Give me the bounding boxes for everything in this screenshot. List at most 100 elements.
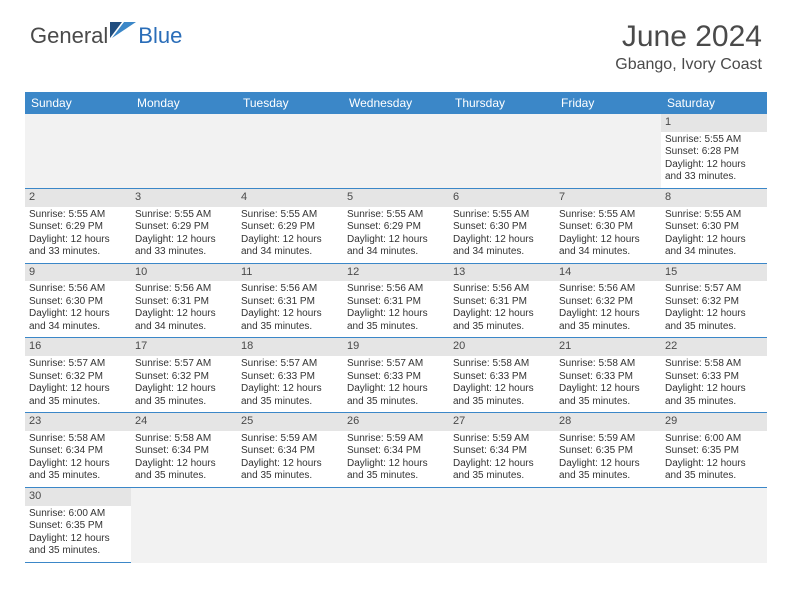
day-number: 22 [661,338,767,356]
week-row: 16Sunrise: 5:57 AMSunset: 6:32 PMDayligh… [25,338,767,413]
sunset-text: Sunset: 6:29 PM [241,221,339,234]
day-number: 27 [449,413,555,431]
sunset-text: Sunset: 6:33 PM [453,371,551,384]
daylight-text: Daylight: 12 hours and 35 minutes. [347,383,445,408]
day-number: 25 [237,413,343,431]
calendar-cell: 15Sunrise: 5:57 AMSunset: 6:32 PMDayligh… [661,264,767,339]
calendar-cell: 18Sunrise: 5:57 AMSunset: 6:33 PMDayligh… [237,338,343,413]
daylight-text: Daylight: 12 hours and 33 minutes. [29,234,127,259]
sunrise-text: Sunrise: 5:55 AM [29,209,127,222]
sunrise-text: Sunrise: 5:59 AM [453,433,551,446]
sunset-text: Sunset: 6:31 PM [453,296,551,309]
sunrise-text: Sunrise: 5:58 AM [559,358,657,371]
sunrise-text: Sunrise: 5:55 AM [665,209,763,222]
day-header: Tuesday [237,92,343,114]
daylight-text: Daylight: 12 hours and 35 minutes. [559,308,657,333]
sunset-text: Sunset: 6:28 PM [665,146,763,159]
day-number: 14 [555,264,661,282]
calendar-cell: 14Sunrise: 5:56 AMSunset: 6:32 PMDayligh… [555,264,661,339]
day-header: Friday [555,92,661,114]
sunrise-text: Sunrise: 5:56 AM [241,283,339,296]
sunset-text: Sunset: 6:30 PM [665,221,763,234]
calendar-cell: 24Sunrise: 5:58 AMSunset: 6:34 PMDayligh… [131,413,237,488]
sunset-text: Sunset: 6:33 PM [559,371,657,384]
calendar-cell: 8 Sunrise: 5:55 AMSunset: 6:30 PMDaylight… [661,189,767,264]
daylight-text: Daylight: 12 hours and 35 minutes. [665,383,763,408]
calendar-cell [661,488,767,563]
sunset-text: Sunset: 6:33 PM [241,371,339,384]
sunrise-text: Sunrise: 5:55 AM [135,209,233,222]
day-number: 24 [131,413,237,431]
daylight-text: Daylight: 12 hours and 35 minutes. [241,383,339,408]
sunrise-text: Sunrise: 5:58 AM [453,358,551,371]
calendar-cell: 26Sunrise: 5:59 AMSunset: 6:34 PMDayligh… [343,413,449,488]
daylight-text: Daylight: 12 hours and 33 minutes. [135,234,233,259]
sunset-text: Sunset: 6:29 PM [29,221,127,234]
sunset-text: Sunset: 6:29 PM [135,221,233,234]
day-number: 3 [131,189,237,207]
day-number: 30 [25,488,131,506]
calendar-cell [237,488,343,563]
calendar-cell [555,488,661,563]
week-row: 9Sunrise: 5:56 AMSunset: 6:30 PMDaylight… [25,264,767,339]
daylight-text: Daylight: 12 hours and 34 minutes. [29,308,127,333]
calendar-cell: 1Sunrise: 5:55 AMSunset: 6:28 PMDaylight… [661,114,767,189]
day-number: 29 [661,413,767,431]
calendar-cell: 28Sunrise: 5:59 AMSunset: 6:35 PMDayligh… [555,413,661,488]
calendar-cell [237,114,343,189]
logo-text-general: General [30,23,108,49]
title-block: June 2024 Gbango, Ivory Coast [615,20,762,74]
sunset-text: Sunset: 6:31 PM [347,296,445,309]
calendar-cell [131,114,237,189]
day-number: 1 [661,114,767,132]
daylight-text: Daylight: 12 hours and 35 minutes. [665,308,763,333]
calendar-cell: 25Sunrise: 5:59 AMSunset: 6:34 PMDayligh… [237,413,343,488]
sunrise-text: Sunrise: 5:56 AM [347,283,445,296]
sunrise-text: Sunrise: 5:58 AM [665,358,763,371]
weeks-container: 1 Sunrise: 5:55 AM Sunset: 6:28 PM Daylight… [25,114,767,563]
calendar-cell: 7Sunrise: 5:55 AMSunset: 6:30 PMDaylight… [555,189,661,264]
daylight-text: Daylight: 12 hours and 35 minutes. [29,533,127,558]
calendar-cell: 16Sunrise: 5:57 AMSunset: 6:32 PMDayligh… [25,338,131,413]
daylight-text: Daylight: 12 hours and 35 minutes. [241,308,339,333]
day-number: 9 [25,264,131,282]
day-number: 18 [237,338,343,356]
day-number: 23 [25,413,131,431]
sunrise-text: Sunrise: 5:59 AM [241,433,339,446]
day-number: 28 [555,413,661,431]
daylight-text: Daylight: 12 hours and 34 minutes. [559,234,657,259]
sunrise-text: Sunrise: 5:56 AM [135,283,233,296]
sunset-text: Sunset: 6:34 PM [241,445,339,458]
day-number: 26 [343,413,449,431]
day-header: Saturday [661,92,767,114]
sunset-text: Sunset: 6:33 PM [665,371,763,384]
calendar-cell: 21Sunrise: 5:58 AMSunset: 6:33 PMDayligh… [555,338,661,413]
logo-text-blue: Blue [138,23,182,49]
daylight-text: Daylight: 12 hours and 34 minutes. [665,234,763,259]
week-row: 2Sunrise: 5:55 AMSunset: 6:29 PMDaylight… [25,189,767,264]
logo-flag-icon [110,20,138,46]
sunrise-text: Sunrise: 5:57 AM [29,358,127,371]
day-number: 5 [343,189,449,207]
daylight-text: Daylight: 12 hours and 35 minutes. [29,458,127,483]
sunset-text: Sunset: 6:32 PM [665,296,763,309]
sunrise-text: Sunrise: 5:56 AM [559,283,657,296]
sunrise-text: Sunrise: 5:56 AM [453,283,551,296]
sunset-text: Sunset: 6:35 PM [665,445,763,458]
month-title: June 2024 [615,20,762,54]
header: General Blue June 2024 Gbango, Ivory Coa… [0,0,792,84]
calendar-cell [343,488,449,563]
calendar-cell [25,114,131,189]
calendar: SundayMondayTuesdayWednesdayThursdayFrid… [25,92,767,563]
sunrise-text: Sunrise: 5:55 AM [559,209,657,222]
day-header: Wednesday [343,92,449,114]
sunrise-text: Sunrise: 5:59 AM [559,433,657,446]
day-number: 2 [25,189,131,207]
calendar-cell: 12Sunrise: 5:56 AMSunset: 6:31 PMDayligh… [343,264,449,339]
daylight-text: Daylight: 12 hours and 34 minutes. [347,234,445,259]
day-number: 4 [237,189,343,207]
sunrise-text: Sunrise: 5:57 AM [665,283,763,296]
calendar-cell: 2 Sunrise: 5:55 AMSunset: 6:29 PMDaylight… [25,189,131,264]
day-number: 10 [131,264,237,282]
day-number: 8 [661,189,767,207]
